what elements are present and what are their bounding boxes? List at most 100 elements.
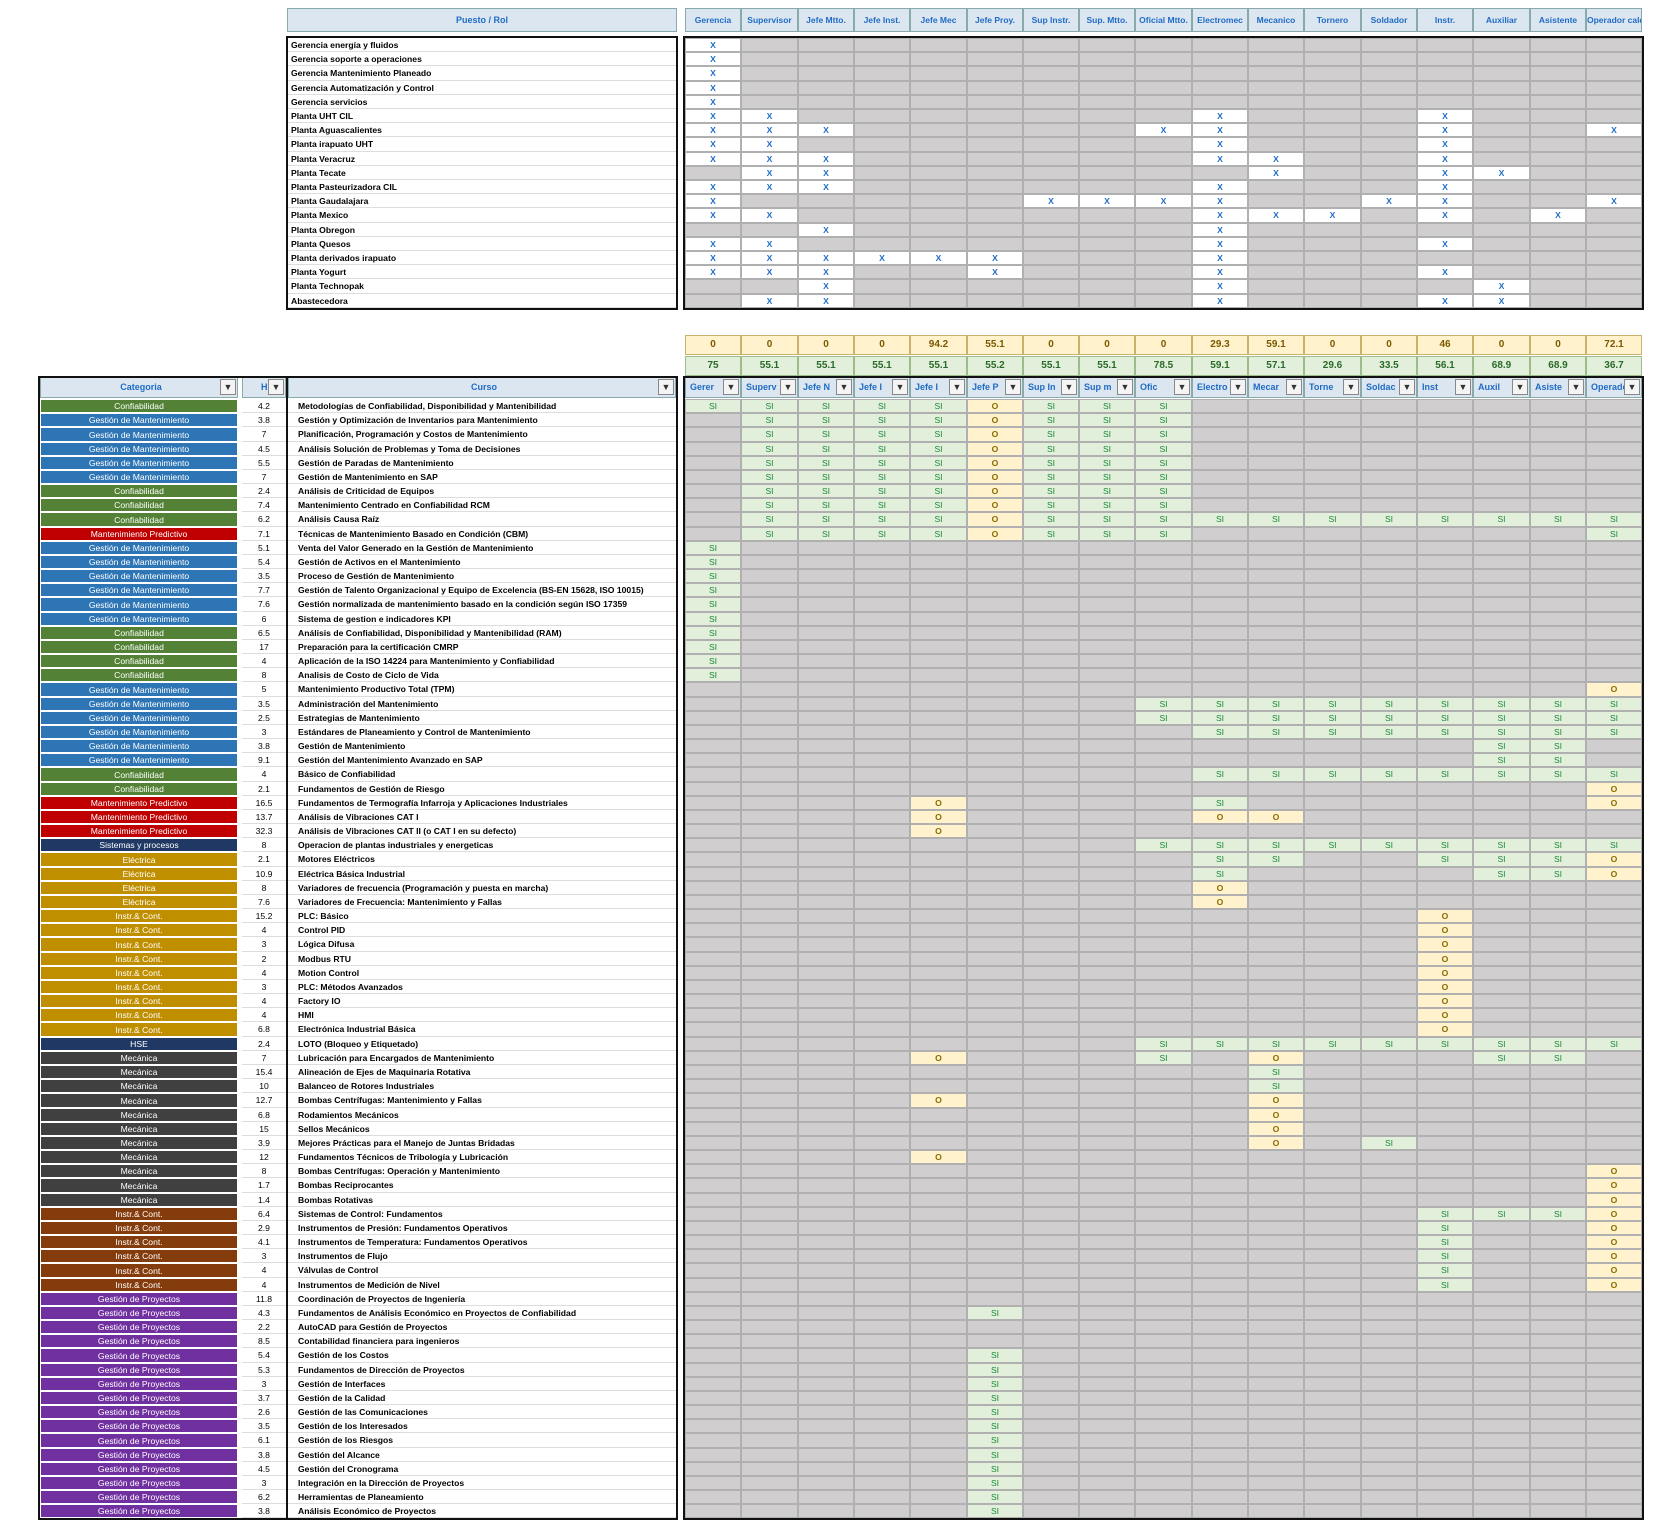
course-role-cell [798, 1462, 854, 1476]
course-role-cell [1473, 541, 1530, 555]
course-name-cell: Rodamientos Mecánicos [288, 1108, 676, 1122]
plant-row-label: Abastecedora [288, 294, 676, 308]
course-role-cell [1473, 1150, 1530, 1164]
course-role-cell [741, 1292, 798, 1306]
hours-cell: 2.4 [242, 484, 286, 498]
course-role-cell: SI [1135, 399, 1192, 413]
course-role-cell [1192, 980, 1248, 994]
category-cell: Gestión de Mantenimiento [40, 555, 238, 569]
filter-dropdown-button[interactable]: ▼ [949, 379, 965, 395]
filter-dropdown-button[interactable]: ▼ [1512, 379, 1528, 395]
course-role-cell [685, 1193, 741, 1207]
plant-role-cell: X [685, 52, 741, 66]
plant-role-cell [741, 194, 798, 208]
course-role-cell: SI [1530, 1051, 1586, 1065]
x-mark: X [1442, 210, 1448, 220]
filter-dropdown-button[interactable]: ▼ [780, 379, 796, 395]
x-mark: X [1217, 281, 1223, 291]
course-role-cell [1023, 1334, 1079, 1348]
category-cell: Mecánica [40, 1150, 238, 1164]
course-role-cell [685, 1178, 741, 1193]
course-role-cell [685, 782, 741, 796]
role-filter-header-1: Superv ▼ [741, 377, 798, 398]
filter-dropdown-button[interactable]: ▼ [892, 379, 908, 395]
course-role-cell [685, 824, 741, 838]
plant-role-cell [685, 279, 741, 294]
plant-role-cell [1417, 95, 1473, 109]
course-role-cell [1473, 923, 1530, 937]
plant-role-cell: X [685, 251, 741, 265]
plant-role-cell: X [1192, 194, 1248, 208]
x-mark: X [1442, 125, 1448, 135]
course-role-cell [1473, 1164, 1530, 1178]
o-mark: O [1441, 982, 1449, 992]
course-role-cell [1023, 1490, 1079, 1504]
course-role-cell [1530, 1292, 1586, 1306]
course-role-cell [910, 725, 967, 739]
si-mark: SI [1271, 1081, 1281, 1091]
filter-dropdown-button[interactable]: ▼ [1061, 379, 1077, 395]
si-mark: SI [1215, 840, 1225, 850]
filter-dropdown-button[interactable]: ▼ [1174, 379, 1190, 395]
si-mark: SI [1440, 1223, 1450, 1233]
course-role-cell [1304, 1193, 1361, 1207]
course-name-cell: Gestión normalizada de mantenimiento bas… [288, 597, 676, 612]
summary-value-row1: 94.2 [910, 335, 967, 355]
filter-dropdown-button[interactable]: ▼ [658, 379, 674, 395]
plant-role-cell [1079, 237, 1135, 251]
plant-role-cell: X [1192, 137, 1248, 152]
summary-value-row2: 68.9 [1530, 356, 1586, 376]
course-role-cell [1530, 1348, 1586, 1363]
filter-dropdown-button[interactable]: ▼ [1286, 379, 1302, 395]
hours-cell: 6.2 [242, 1490, 286, 1504]
plant-role-cell [967, 66, 1023, 81]
course-role-cell [1135, 569, 1192, 583]
filter-dropdown-button[interactable]: ▼ [1117, 379, 1133, 395]
course-name-cell: Análisis de Vibraciones CAT II (o CAT I … [288, 824, 676, 838]
filter-dropdown-button[interactable]: ▼ [268, 379, 284, 395]
course-role-cell [798, 1136, 854, 1150]
plant-role-cell [1023, 237, 1079, 251]
plant-role-cell [1473, 223, 1530, 237]
filter-dropdown-button[interactable]: ▼ [836, 379, 852, 395]
filter-dropdown-button[interactable]: ▼ [1230, 379, 1246, 395]
course-role-cell [1079, 1221, 1135, 1235]
plant-role-cell [741, 81, 798, 95]
filter-dropdown-button[interactable]: ▼ [1005, 379, 1021, 395]
course-role-cell [1192, 1292, 1248, 1306]
course-role-cell [1361, 937, 1417, 952]
course-name-cell: Coordinación de Proyectos de Ingeniería [288, 1292, 676, 1306]
course-role-cell [1192, 555, 1248, 569]
filter-dropdown-button[interactable]: ▼ [220, 379, 236, 395]
course-role-cell [1530, 413, 1586, 427]
course-role-cell [1023, 1122, 1079, 1136]
course-role-cell [1192, 1008, 1248, 1022]
course-role-cell [1023, 1079, 1079, 1093]
hours-cell: 3 [242, 1377, 286, 1391]
course-role-cell [1586, 739, 1642, 753]
course-role-cell [1417, 1051, 1473, 1065]
course-role-cell: O [967, 470, 1023, 484]
x-mark: X [823, 168, 829, 178]
plant-role-cell: X [1586, 123, 1642, 137]
course-role-cell [1417, 1136, 1473, 1150]
filter-dropdown-button[interactable]: ▼ [723, 379, 739, 395]
course-role-cell: O [967, 399, 1023, 413]
plant-role-cell [741, 52, 798, 66]
plant-row-label: Planta Yogurt [288, 265, 676, 279]
course-role-cell: O [1417, 909, 1473, 923]
plant-role-cell [1079, 279, 1135, 294]
filter-dropdown-button[interactable]: ▼ [1624, 379, 1640, 395]
si-mark: SI [877, 429, 887, 439]
si-mark: SI [1440, 1265, 1450, 1275]
filter-dropdown-button[interactable]: ▼ [1399, 379, 1415, 395]
course-role-cell: SI [1530, 852, 1586, 867]
course-role-cell [1248, 1405, 1304, 1419]
hours-cell: 5.3 [242, 1363, 286, 1377]
filter-dropdown-button[interactable]: ▼ [1343, 379, 1359, 395]
filter-dropdown-button[interactable]: ▼ [1455, 379, 1471, 395]
plant-role-cell [910, 265, 967, 279]
course-role-cell [1586, 1433, 1642, 1448]
filter-dropdown-button[interactable]: ▼ [1568, 379, 1584, 395]
plant-role-cell [1304, 152, 1361, 166]
